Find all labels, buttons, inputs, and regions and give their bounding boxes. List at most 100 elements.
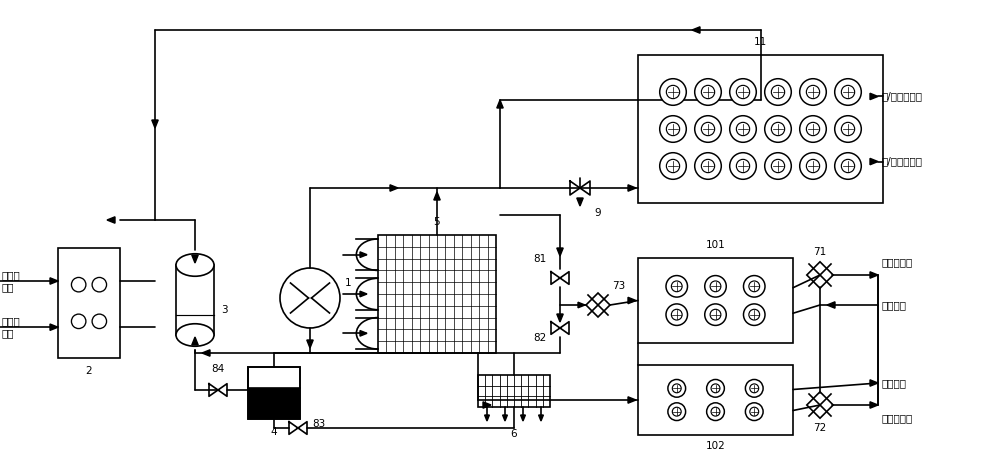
- Circle shape: [730, 116, 756, 142]
- Circle shape: [800, 79, 826, 105]
- Text: 冷却水
进口: 冷却水 进口: [2, 316, 21, 338]
- Polygon shape: [307, 340, 313, 348]
- Bar: [248, 367, 300, 419]
- Polygon shape: [807, 262, 833, 288]
- Circle shape: [835, 79, 861, 105]
- Text: 1: 1: [345, 278, 352, 288]
- Circle shape: [730, 79, 756, 105]
- Polygon shape: [870, 93, 878, 100]
- Text: 6: 6: [511, 429, 517, 439]
- Polygon shape: [586, 293, 610, 317]
- Circle shape: [668, 379, 686, 397]
- Polygon shape: [870, 380, 878, 386]
- Circle shape: [668, 403, 686, 420]
- Circle shape: [705, 304, 726, 325]
- Circle shape: [835, 153, 861, 179]
- Text: 热/冷却水进口: 热/冷却水进口: [882, 91, 923, 102]
- Text: 冷却水
出口: 冷却水 出口: [2, 270, 21, 292]
- Ellipse shape: [176, 324, 214, 346]
- Text: 3: 3: [221, 305, 228, 315]
- Polygon shape: [521, 415, 525, 421]
- Text: 82: 82: [533, 333, 546, 343]
- Circle shape: [666, 275, 688, 297]
- Bar: [248, 367, 300, 419]
- Polygon shape: [557, 248, 563, 256]
- Circle shape: [666, 304, 688, 325]
- Text: 71: 71: [813, 247, 827, 257]
- Circle shape: [800, 153, 826, 179]
- Polygon shape: [628, 185, 636, 191]
- Polygon shape: [192, 255, 198, 263]
- Polygon shape: [557, 314, 563, 322]
- Polygon shape: [692, 27, 700, 33]
- Text: 83: 83: [312, 419, 325, 429]
- Polygon shape: [50, 278, 58, 284]
- Circle shape: [730, 153, 756, 179]
- Bar: [176, 265, 214, 335]
- Polygon shape: [485, 415, 489, 421]
- Text: 84: 84: [211, 364, 225, 374]
- Circle shape: [280, 268, 340, 328]
- Text: 冷却水进口: 冷却水进口: [882, 257, 913, 267]
- Polygon shape: [827, 302, 835, 308]
- Circle shape: [695, 116, 721, 142]
- Polygon shape: [434, 192, 440, 200]
- Text: 81: 81: [533, 254, 546, 264]
- Text: 热/冷却水出口: 热/冷却水出口: [882, 157, 923, 166]
- Polygon shape: [539, 415, 543, 421]
- Polygon shape: [360, 252, 367, 258]
- Circle shape: [745, 379, 763, 397]
- Text: 73: 73: [612, 281, 625, 291]
- Polygon shape: [360, 330, 367, 336]
- Text: 102: 102: [706, 441, 725, 451]
- Bar: [638, 365, 793, 435]
- Text: 4: 4: [271, 427, 277, 437]
- Circle shape: [743, 275, 765, 297]
- Circle shape: [745, 403, 763, 420]
- Polygon shape: [360, 291, 367, 297]
- Circle shape: [835, 116, 861, 142]
- Circle shape: [695, 79, 721, 105]
- Polygon shape: [192, 337, 198, 345]
- Bar: [378, 235, 496, 353]
- Text: 冷却水出口: 冷却水出口: [882, 413, 913, 423]
- Bar: [248, 388, 300, 419]
- Circle shape: [660, 116, 686, 142]
- Polygon shape: [483, 402, 491, 408]
- Polygon shape: [628, 297, 636, 304]
- Bar: [58, 248, 120, 358]
- Circle shape: [765, 79, 791, 105]
- Polygon shape: [50, 324, 58, 330]
- Text: 9: 9: [594, 208, 601, 218]
- Circle shape: [743, 304, 765, 325]
- Polygon shape: [870, 402, 878, 408]
- Ellipse shape: [176, 254, 214, 276]
- Polygon shape: [107, 217, 115, 223]
- Bar: [638, 258, 793, 343]
- Text: 热水进口: 热水进口: [882, 300, 907, 310]
- Polygon shape: [807, 392, 833, 418]
- Circle shape: [705, 275, 726, 297]
- Text: 热水出口: 热水出口: [882, 378, 907, 388]
- Bar: [478, 375, 550, 407]
- Circle shape: [695, 153, 721, 179]
- Polygon shape: [870, 272, 878, 278]
- Text: 101: 101: [706, 240, 725, 250]
- Circle shape: [800, 116, 826, 142]
- Polygon shape: [152, 120, 158, 128]
- Polygon shape: [503, 415, 507, 421]
- Bar: [638, 55, 883, 203]
- Polygon shape: [578, 302, 585, 308]
- Text: 11: 11: [754, 37, 767, 47]
- Circle shape: [707, 379, 724, 397]
- Polygon shape: [202, 350, 210, 356]
- Polygon shape: [628, 397, 636, 403]
- Circle shape: [765, 153, 791, 179]
- Circle shape: [765, 116, 791, 142]
- Circle shape: [660, 153, 686, 179]
- Text: 72: 72: [813, 423, 827, 433]
- Polygon shape: [497, 100, 503, 108]
- Polygon shape: [390, 185, 398, 191]
- Polygon shape: [577, 198, 583, 206]
- Text: 2: 2: [86, 366, 92, 376]
